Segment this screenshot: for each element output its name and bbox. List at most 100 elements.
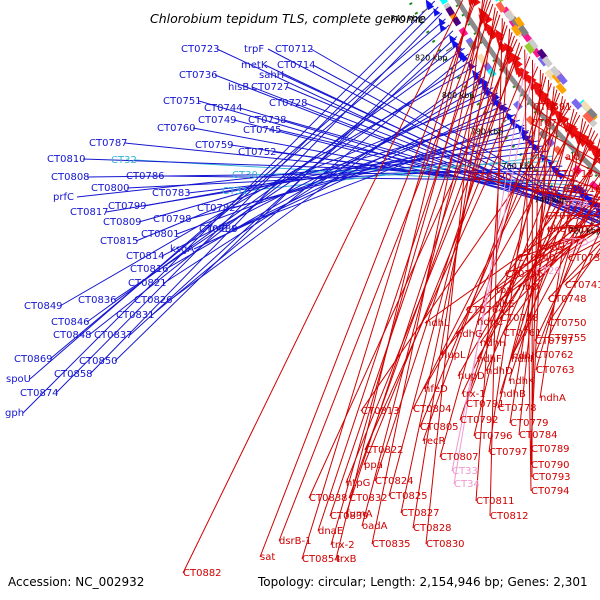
- reverse-label-leader: [374, 42, 521, 482]
- reverse-gene-label: CT0750: [548, 318, 587, 329]
- reverse-gene-label: CT34: [454, 479, 480, 490]
- reverse-gene-label: ndhK: [509, 376, 535, 387]
- forward-gene-label: metK: [241, 60, 268, 71]
- forward-gene-label: gph: [5, 408, 24, 419]
- forward-label-leader: [59, 64, 477, 307]
- reverse-gene-label: CT0828: [413, 523, 452, 534]
- forward-gene-label: CT0728: [269, 98, 308, 109]
- forward-gene-label: CT0738: [248, 115, 287, 126]
- reverse-label-leader: [278, 0, 492, 542]
- forward-label-leader: [234, 98, 503, 230]
- reverse-label-leader: [317, 3, 494, 532]
- forward-gene-label: CT0874: [20, 388, 59, 399]
- reverse-label-leader: [567, 223, 600, 230]
- reverse-label-leader: [364, 66, 539, 451]
- reverse-label-leader: [518, 86, 555, 436]
- scale-tick-mark: [445, 46, 453, 52]
- reverse-gene-label: CT0804: [413, 404, 452, 415]
- forward-gene-label: CT0736: [179, 70, 218, 81]
- forward-gene-label: CT0846: [51, 317, 90, 328]
- forward-label-leader: [89, 12, 443, 375]
- reverse-gene-label: hupD: [458, 371, 485, 382]
- reverse-label-leader: [345, 45, 523, 484]
- forward-gene-label: CT0752: [238, 147, 277, 158]
- accession-label: Accession: NC_002932: [8, 575, 144, 589]
- forward-label-leader: [82, 158, 573, 177]
- reverse-label-leader: [361, 10, 499, 527]
- forward-gene-label: CT0869: [14, 354, 53, 365]
- reverse-label-leader: [475, 28, 511, 502]
- forward-label-leader: [138, 114, 516, 223]
- reverse-gene-label: tpx: [496, 285, 512, 296]
- forward-gene-label: CT0798: [153, 214, 192, 225]
- reverse-gene-label: CT0792: [460, 415, 499, 426]
- reverse-gene-label: CT0778: [498, 403, 537, 414]
- reverse-gene-label: CT0882: [183, 568, 222, 579]
- cog-category-block: [556, 73, 568, 85]
- forward-gene-label: CT0816: [130, 264, 169, 275]
- forward-gene-label: CT0837: [94, 330, 133, 341]
- forward-label-leader: [245, 155, 553, 192]
- reverse-label-leader: [524, 49, 532, 492]
- scale-tick-label: 720 kbp: [568, 226, 600, 235]
- reverse-gene-label: CT0755: [548, 333, 587, 344]
- reverse-label-leader: [335, 0, 473, 560]
- reverse-label-leader: [530, 122, 600, 164]
- reverse-gene-label: CT0832: [349, 493, 388, 504]
- reverse-gene-label: CT0813: [361, 406, 400, 417]
- reverse-gene-label: dsrB-1: [279, 536, 312, 547]
- reverse-label-leader: [371, 0, 486, 545]
- scale-tick-label: 800 kbp: [442, 91, 475, 100]
- reverse-gene-label: CT0825: [389, 491, 428, 502]
- reverse-gene-label: ald: [565, 152, 580, 163]
- cog-category-block: [524, 42, 536, 55]
- reverse-gene-label: CT0763: [536, 365, 575, 376]
- forward-gene-label: spoU: [6, 374, 31, 385]
- reverse-gene-label: CT0835: [372, 539, 411, 550]
- reverse-label-leader: [546, 224, 600, 230]
- reverse-gene-label: CT24: [563, 199, 589, 210]
- reverse-label-leader: [530, 79, 550, 450]
- forward-gene-label: CT31: [222, 186, 248, 197]
- reverse-label-leader: [534, 181, 600, 356]
- forward-label-leader: [193, 103, 507, 250]
- forward-gene-label: CT0712: [275, 44, 314, 55]
- forward-strand-feature: [451, 39, 459, 48]
- reverse-label-leader: [547, 242, 600, 300]
- reverse-gene-label: CT25: [563, 237, 589, 248]
- forward-label-leader: [49, 24, 450, 360]
- reverse-gene-label: ndhH: [480, 338, 507, 349]
- reverse-gene-label: trx-1: [462, 389, 486, 400]
- reverse-gene-label: CT0720: [473, 172, 512, 183]
- reverse-label-leader: [567, 240, 600, 259]
- reverse-gene-label: CT0790: [531, 460, 570, 471]
- forward-gene-label: CT0799: [108, 201, 147, 212]
- reverse-gene-label: ndhC: [477, 317, 503, 328]
- forward-label-leader: [169, 70, 482, 301]
- reverse-gene-label: CT0791: [466, 399, 505, 410]
- reverse-label-leader: [554, 173, 600, 191]
- reverse-label-leader: [425, 0, 484, 545]
- forward-gene-label: sahH: [259, 70, 284, 81]
- scale-tick-mark: [531, 153, 538, 160]
- reverse-gene-label: CT0854: [302, 554, 341, 565]
- forward-gene-label: CT0782: [197, 203, 236, 214]
- forward-gene-label: CT0783: [152, 188, 191, 199]
- scale-tick-label: 740 kbp: [534, 195, 567, 204]
- forward-label-leader: [29, 18, 446, 380]
- forward-gene-label: ksgA: [170, 244, 194, 255]
- reverse-label-leader: [489, 18, 503, 517]
- forward-label-leader: [114, 30, 454, 362]
- genome-summary: Topology: circular; Length: 2,154,946 bp…: [257, 575, 588, 589]
- cog-category-block: [495, 1, 507, 13]
- reverse-gene-label: ppa: [364, 460, 383, 471]
- forward-label-leader: [126, 165, 563, 189]
- reverse-label-leader: [422, 82, 552, 442]
- reverse-gene-label: CT33: [452, 466, 478, 477]
- forward-strand-feature: [439, 23, 447, 33]
- genome-title: Chlorobium tepidum TLS, complete genome: [150, 11, 426, 26]
- reverse-gene-label: CT0812: [490, 511, 529, 522]
- reverse-gene-label: ndhJ: [512, 351, 534, 362]
